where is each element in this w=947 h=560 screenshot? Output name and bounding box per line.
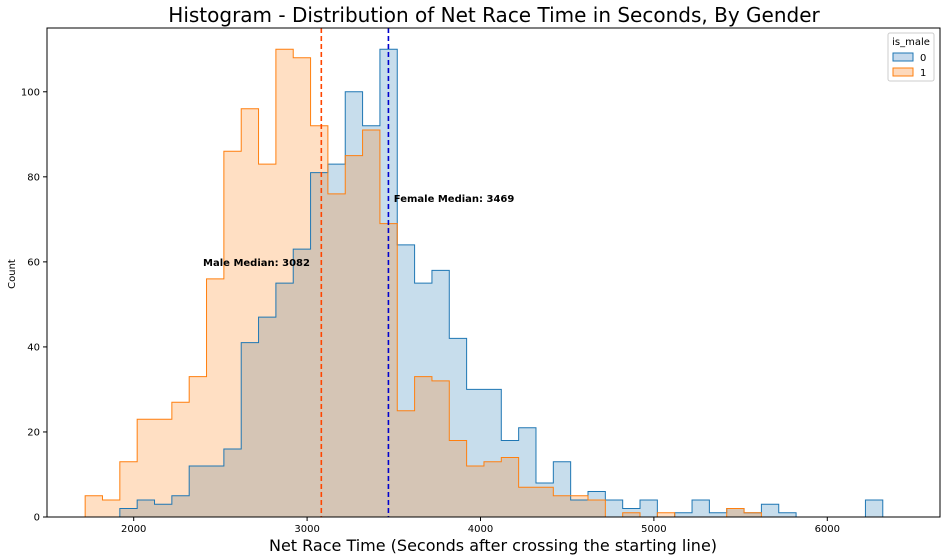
y-tick-label-4: 80 [27, 172, 40, 183]
legend-label-1: 1 [920, 68, 926, 79]
median-label-0: Male Median: 3082 [203, 258, 310, 269]
y-tick-label-0: 0 [34, 513, 40, 524]
x-tick-label-0: 2000 [121, 524, 146, 535]
x-axis-label: Net Race Time (Seconds after crossing th… [269, 536, 717, 555]
x-tick-label-2: 4000 [468, 524, 493, 535]
x-tick-label-1: 3000 [294, 524, 319, 535]
x-axis-ticks: 2000 3000 4000 5000 6000 [121, 517, 840, 535]
legend-swatch-0 [892, 52, 914, 62]
y-tick-label-1: 20 [27, 427, 40, 438]
histogram-outlines [84, 48, 884, 518]
legend-title: is_male [892, 37, 930, 48]
chart-title: Histogram - Distribution of Net Race Tim… [168, 3, 820, 27]
histogram-fills [85, 49, 883, 517]
histogram-area-1 [85, 49, 762, 517]
histogram-area-0 [119, 49, 883, 517]
x-tick-label-3: 5000 [641, 524, 666, 535]
x-tick-label-4: 6000 [815, 524, 840, 535]
y-tick-label-3: 60 [27, 257, 40, 268]
median-lines [320, 28, 390, 517]
legend-swatch-1 [892, 67, 914, 77]
legend: is_male 0 1 [887, 32, 935, 82]
y-axis-label: Count [7, 259, 18, 289]
y-axis-ticks: 0 20 40 60 80 100 [21, 87, 47, 524]
legend-label-0: 0 [920, 53, 926, 64]
histogram-outline-1 [84, 48, 762, 518]
median-annotations: Male Median: 3082 Female Median: 3469 [203, 194, 514, 269]
y-tick-label-5: 100 [21, 87, 40, 98]
y-tick-label-2: 40 [27, 342, 40, 353]
median-label-1: Female Median: 3469 [394, 194, 515, 205]
plot-frame [46, 27, 941, 518]
